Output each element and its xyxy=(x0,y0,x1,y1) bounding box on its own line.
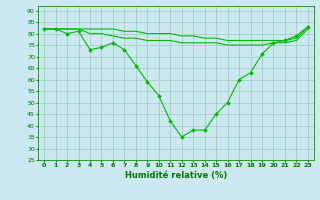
X-axis label: Humidité relative (%): Humidité relative (%) xyxy=(125,171,227,180)
